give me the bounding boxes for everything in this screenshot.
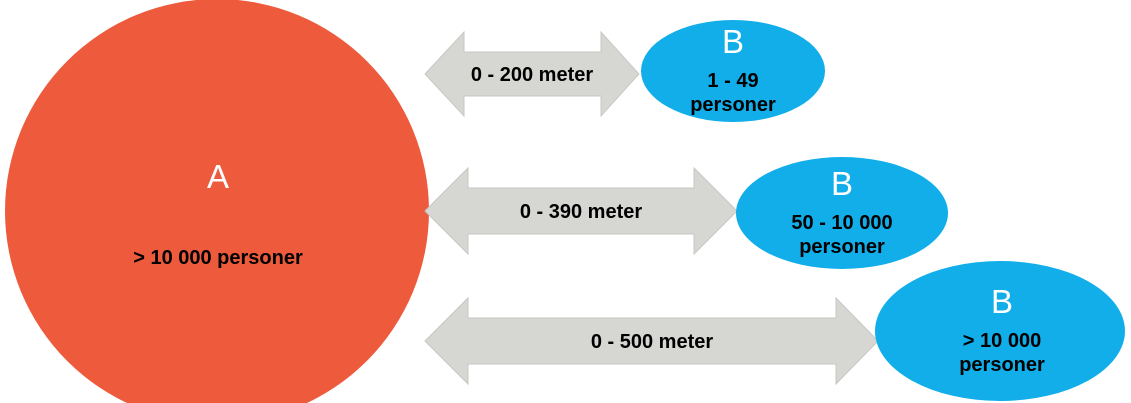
arrow-label-row3: 0 - 500 meter — [591, 331, 714, 353]
double-arrow-row1 — [424, 30, 640, 118]
ellipse-b-line1-row3: > 10 000 — [963, 330, 1041, 352]
ellipse-b-line2-row1: personer — [690, 94, 776, 116]
ellipse-b-letter-row1: B — [722, 23, 744, 60]
ellipse-b-row3 — [875, 261, 1125, 401]
circle-a-label: > 10 000 personer — [133, 247, 303, 269]
ellipse-b-row2 — [736, 157, 948, 269]
ellipse-b-letter-row3: B — [991, 283, 1013, 320]
ellipse-b-line2-row2: personer — [799, 236, 885, 258]
ellipse-b-line2-row3: personer — [959, 354, 1045, 376]
ellipse-b-line1-row2: 50 - 10 000 — [791, 212, 892, 234]
ellipse-b-row1 — [641, 20, 825, 122]
ellipse-b-line1-row1: 1 - 49 — [707, 70, 758, 92]
ellipse-b-letter-row2: B — [831, 165, 853, 202]
arrow-label-row1: 0 - 200 meter — [471, 64, 594, 86]
circle-a-letter: A — [207, 158, 229, 195]
circle-a — [5, 0, 429, 403]
arrow-label-row2: 0 - 390 meter — [520, 201, 643, 223]
